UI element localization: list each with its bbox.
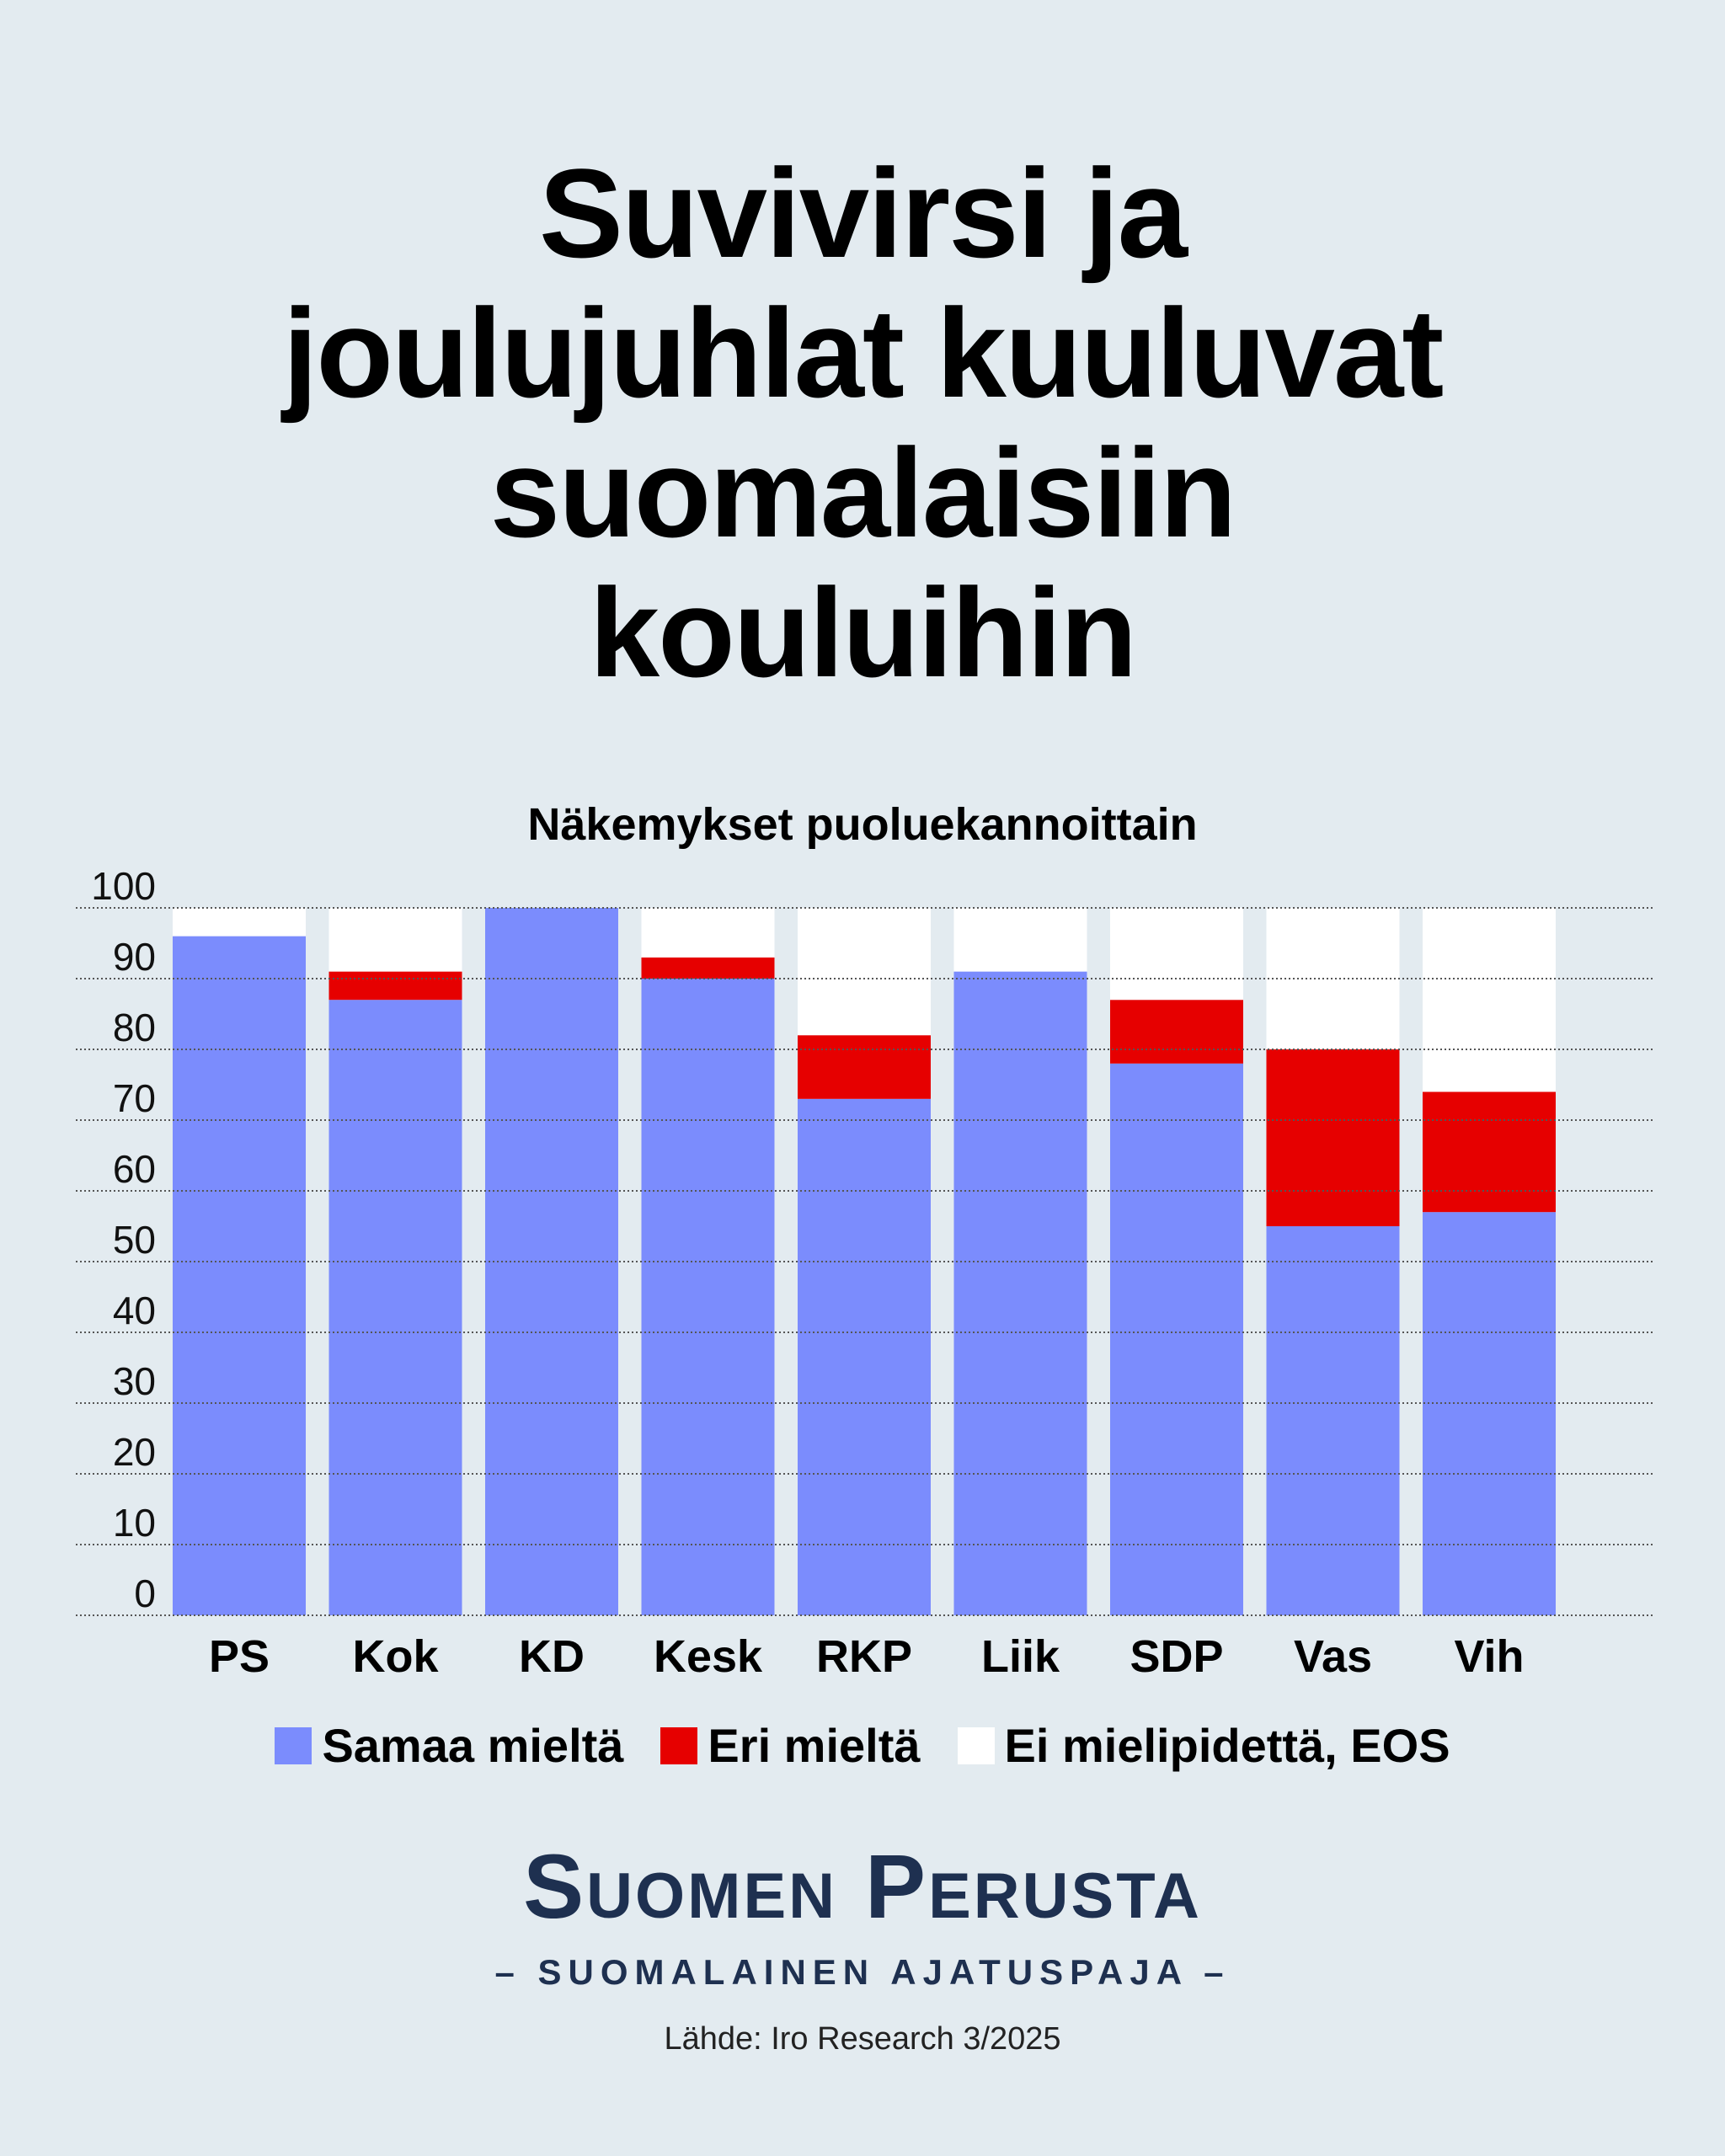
bar-segment [173, 936, 306, 1615]
bar-segment [798, 1098, 931, 1615]
y-tick-label: 30 [113, 1359, 156, 1403]
bar-segment [328, 971, 462, 1001]
brand-name: Suomen Perusta [523, 1835, 1202, 1937]
legend-label-no-opinion: Ei mielipidettä, EOS [1004, 1719, 1450, 1772]
legend-item-agree: Samaa mieltä [275, 1718, 623, 1773]
y-tick-label: 80 [113, 1006, 156, 1049]
x-tick-label: Vih [1454, 1631, 1524, 1682]
brand-logo: Suomen Perusta – SUOMALAINEN AJATUSPAJA … [0, 1836, 1725, 1993]
chart-title: Suvivirsi ja joulujuhlat kuuluvat suomal… [0, 143, 1725, 702]
bar-segment [1266, 1226, 1400, 1615]
y-tick-label: 100 [91, 864, 156, 908]
y-tick-label: 70 [113, 1076, 156, 1120]
y-tick-label: 50 [113, 1218, 156, 1262]
legend-item-disagree: Eri mieltä [660, 1718, 921, 1773]
bar-segment [173, 908, 306, 937]
bar-segment [953, 908, 1087, 972]
legend: Samaa mieltä Eri mieltä Ei mielipidettä,… [0, 1718, 1725, 1773]
title-line: suomalaisiin [489, 422, 1237, 563]
bar-segment [798, 1035, 931, 1099]
x-tick-label: Liik [981, 1631, 1060, 1682]
bar-segment [641, 957, 775, 979]
title-line: Suvivirsi ja [538, 142, 1188, 284]
y-tick-label: 40 [113, 1289, 156, 1332]
source-note: Lähde: Iro Research 3/2025 [664, 2021, 1061, 2057]
bar-segment [1266, 908, 1400, 1049]
bar-segment [328, 1000, 462, 1615]
bar-segment [1266, 1049, 1400, 1226]
x-tick-label: SDP [1130, 1631, 1223, 1682]
bar-segment [1110, 908, 1243, 1001]
bar-segment [1423, 908, 1556, 1092]
title-line: joulujuhlat kuuluvat [282, 282, 1445, 424]
bar-segment [798, 908, 931, 1036]
bar-segment [1423, 1212, 1556, 1615]
y-tick-label: 0 [134, 1572, 156, 1615]
x-tick-label: RKP [816, 1631, 912, 1682]
x-tick-label: Kok [352, 1631, 439, 1682]
legend-item-no-opinion: Ei mielipidettä, EOS [957, 1718, 1450, 1773]
y-tick-label: 10 [113, 1501, 156, 1545]
bar-segment [953, 971, 1087, 1615]
legend-swatch-no-opinion [957, 1726, 995, 1764]
legend-label-disagree: Eri mieltä [708, 1719, 921, 1772]
y-tick-label: 20 [113, 1430, 156, 1474]
y-tick-label: 60 [113, 1147, 156, 1191]
x-tick-label: KD [519, 1631, 585, 1682]
y-tick-label: 90 [113, 935, 156, 979]
stacked-bar-chart: PS Kok KD Kesk RKP Liik SDP Vas Vih 0 10 20 30 40 50 60… [76, 864, 1653, 1682]
bar-segment [1110, 1000, 1243, 1064]
bar-segment [328, 908, 462, 972]
legend-swatch-disagree [660, 1726, 698, 1764]
x-tick-label: Vas [1294, 1631, 1372, 1682]
x-tick-label: Kesk [654, 1631, 763, 1682]
legend-label-agree: Samaa mieltä [322, 1719, 624, 1772]
bar-segment [641, 908, 775, 958]
bar-segment [641, 979, 775, 1615]
legend-swatch-agree [275, 1726, 312, 1764]
title-line: kouluihin [589, 562, 1138, 703]
bar-segment [1423, 1091, 1556, 1213]
bar-segment [1110, 1063, 1243, 1615]
brand-tagline: – SUOMALAINEN AJATUSPAJA – [494, 1952, 1231, 1992]
x-tick-label: PS [209, 1631, 270, 1682]
chart-subtitle: Näkemykset puoluekannoittain [527, 799, 1198, 850]
